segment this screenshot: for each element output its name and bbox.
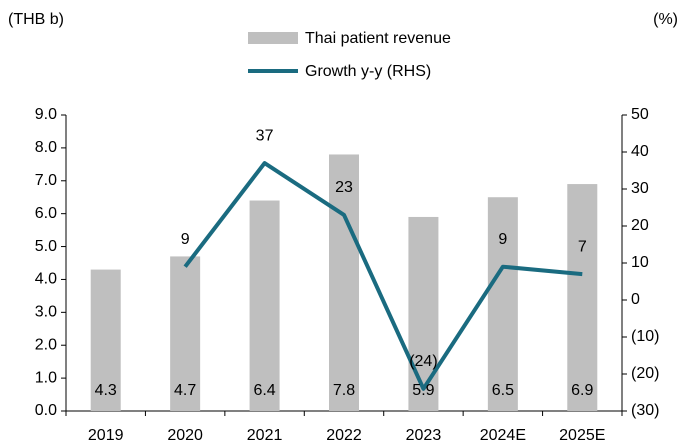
- bar: [408, 216, 439, 411]
- x-tick-label: 2022: [326, 427, 362, 444]
- y2-tick-label: 20: [631, 217, 649, 234]
- y2-tick-label: 10: [631, 254, 649, 271]
- right-unit: (%): [653, 11, 678, 28]
- legend-label: Growth y-y (RHS): [305, 63, 431, 80]
- line-label: 37: [256, 127, 274, 144]
- x-tick-label: 2019: [88, 427, 124, 444]
- line-label: 9: [498, 231, 507, 248]
- legend-label: Thai patient revenue: [305, 30, 451, 47]
- y-tick-label: 5.0: [35, 238, 57, 255]
- y2-tick-label: 40: [631, 143, 649, 160]
- growth-line: [183, 161, 583, 391]
- bar: [329, 154, 359, 411]
- line-label: (24): [409, 353, 437, 370]
- y-tick-label: 1.0: [35, 369, 57, 386]
- bar-label: 6.4: [253, 382, 275, 399]
- y-tick-label: 0.0: [35, 402, 57, 419]
- bar: [90, 269, 121, 411]
- bar-label: 5.9: [412, 382, 434, 399]
- x-tick-label: 2020: [167, 427, 203, 444]
- y2-tick-label: (20): [631, 365, 659, 382]
- y2-tick-label: (30): [631, 402, 659, 419]
- x-tick-label: 2024E: [480, 427, 526, 444]
- bar-label: 4.7: [174, 382, 196, 399]
- legend-swatch: [248, 32, 298, 44]
- y-tick-label: 6.0: [35, 205, 57, 222]
- line-label: 7: [578, 238, 587, 255]
- bar: [170, 256, 201, 411]
- x-tick-label: 2025E: [559, 427, 605, 444]
- y-tick-label: 7.0: [35, 172, 57, 189]
- y2-tick-label: 30: [631, 180, 649, 197]
- bar-label: 7.8: [333, 382, 355, 399]
- bar-label: 6.5: [492, 382, 514, 399]
- line-label: 9: [181, 231, 190, 248]
- bar: [567, 184, 598, 411]
- x-tick-label: 2021: [247, 427, 283, 444]
- y-tick-label: 8.0: [35, 139, 57, 156]
- y-tick-label: 9.0: [35, 106, 57, 123]
- y2-tick-label: 0: [631, 291, 640, 308]
- bar-label: 6.9: [571, 382, 593, 399]
- y-tick-label: 3.0: [35, 304, 57, 321]
- y2-tick-label: (10): [631, 328, 659, 345]
- y2-tick-label: 50: [631, 106, 649, 123]
- left-unit: (THB b): [8, 11, 64, 28]
- line-label: 23: [335, 179, 353, 196]
- bar-label: 4.3: [95, 382, 117, 399]
- bar: [487, 197, 518, 411]
- bar: [249, 200, 280, 411]
- y-tick-label: 2.0: [35, 336, 57, 353]
- x-tick-label: 2023: [406, 427, 442, 444]
- y-tick-label: 4.0: [35, 271, 57, 288]
